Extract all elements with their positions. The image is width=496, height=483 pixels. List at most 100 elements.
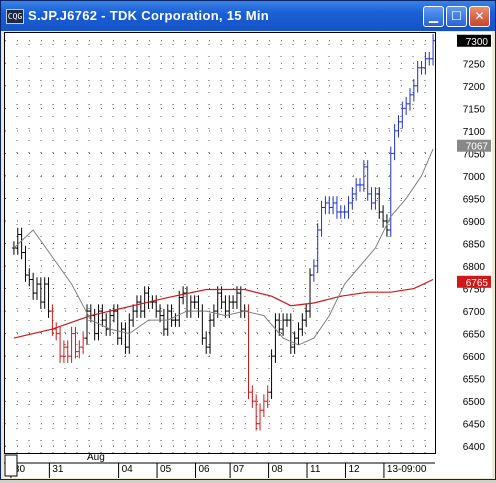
y-tick-label: 6450: [463, 420, 486, 431]
price-bar: [296, 322, 301, 345]
price-bar: [346, 196, 351, 219]
close-button[interactable]: ✕: [469, 6, 490, 27]
price-bar: [423, 52, 428, 75]
price-bar: [419, 61, 424, 75]
price-bar: [411, 79, 416, 102]
chart-grid: [4, 32, 436, 454]
price-bar: [123, 322, 128, 354]
price-bar: [300, 313, 305, 336]
price-bar: [254, 394, 259, 431]
price-bar: [34, 277, 39, 300]
y-tick-label: 7150: [463, 104, 486, 115]
price-tag: 7067: [457, 139, 491, 153]
price-bar: [169, 304, 174, 327]
price-bar: [223, 295, 228, 318]
price-bar: [54, 322, 59, 341]
price-bar: [77, 340, 82, 359]
price-bar: [134, 295, 139, 318]
maximize-icon: ☐: [451, 9, 462, 23]
price-bar: [269, 349, 274, 399]
price-bar: [392, 124, 397, 161]
price-bar: [58, 326, 63, 363]
month-label: Aug: [87, 452, 105, 463]
price-bar: [27, 268, 32, 287]
price-bar: [388, 146, 393, 237]
price-bar: [338, 205, 343, 219]
price-bar: [277, 313, 282, 336]
price-bar: [211, 304, 216, 327]
minimize-button[interactable]: ▁: [423, 6, 444, 27]
price-bar: [319, 200, 324, 237]
chart-area[interactable]: 7300 7250 7200 7150 7100 7050 7000 6950 6900 6850…: [4, 32, 492, 478]
price-bar: [100, 304, 105, 327]
minimize-icon: ▁: [428, 9, 439, 23]
y-tick-label: 6700: [463, 307, 486, 318]
price-chart[interactable]: 7300 7250 7200 7150 7100 7050 7000 6950 6900 6850…: [4, 32, 492, 478]
title-bar[interactable]: CQG S.JP.J6762 - TDK Corporation, 15 Min…: [1, 1, 495, 31]
price-bar: [38, 277, 43, 309]
y-tick-label: 6400: [463, 442, 486, 453]
price-bar: [258, 403, 263, 431]
x-tick-label: 13-09:00: [387, 464, 427, 475]
price-bar: [181, 286, 186, 305]
price-bar: [15, 227, 20, 255]
price-bar: [358, 178, 363, 192]
price-bar: [311, 259, 316, 282]
price-bar: [204, 331, 209, 354]
price-tag-box: [457, 139, 491, 152]
y-tick-label: 6500: [463, 397, 486, 408]
price-bar: [138, 295, 143, 318]
price-bar: [327, 196, 332, 215]
price-bar: [154, 295, 159, 318]
price-bar: [69, 326, 74, 363]
scroll-box: [4, 454, 18, 477]
price-bar: [400, 101, 405, 129]
y-tick-label: 6650: [463, 330, 486, 341]
price-bar: [404, 97, 409, 116]
price-bar: [315, 223, 320, 273]
price-bar: [284, 313, 289, 327]
price-tag-label: 6765: [466, 278, 489, 289]
price-bar: [246, 304, 251, 399]
moving-average-lines: [13, 148, 434, 346]
price-bar: [208, 313, 213, 354]
price-bar: [308, 268, 313, 318]
price-bar: [73, 326, 78, 359]
price-bar: [427, 52, 432, 66]
cqg-icon[interactable]: CQG: [6, 9, 24, 24]
price-tag-box: [457, 275, 491, 288]
price-bar: [250, 385, 255, 408]
price-bar: [238, 286, 243, 318]
price-bar: [281, 313, 286, 336]
price-bar: [142, 286, 147, 318]
price-tag: 6765: [457, 275, 491, 289]
price-bar: [354, 178, 359, 201]
price-bar: [111, 304, 116, 323]
maximize-button[interactable]: ☐: [446, 6, 467, 27]
x-tick-label: 07: [233, 464, 245, 475]
price-bar: [369, 187, 374, 210]
y-tick-label: 7050: [463, 149, 486, 160]
y-tick-label: 7250: [463, 59, 486, 70]
price-bar: [96, 304, 101, 341]
fast_ma-line: [13, 148, 434, 346]
price-bar: [381, 205, 386, 228]
price-bar: [31, 272, 36, 300]
price-bar: [61, 340, 66, 363]
price-tag-label: 7300: [466, 37, 489, 48]
price-bar: [231, 295, 236, 309]
price-bar: [227, 295, 232, 318]
price-bar: [46, 277, 51, 318]
price-bar: [431, 34, 436, 66]
y-tick-label: 7100: [463, 127, 486, 138]
price-bar: [177, 290, 182, 327]
price-tag-box: [457, 34, 491, 47]
price-bar: [408, 88, 413, 111]
price-bar: [115, 304, 120, 345]
price-bar: [396, 115, 401, 138]
price-bar: [104, 313, 109, 336]
price-bar: [158, 304, 163, 323]
price-bar: [273, 313, 278, 363]
price-bar: [331, 196, 336, 215]
price-bar: [304, 304, 309, 327]
